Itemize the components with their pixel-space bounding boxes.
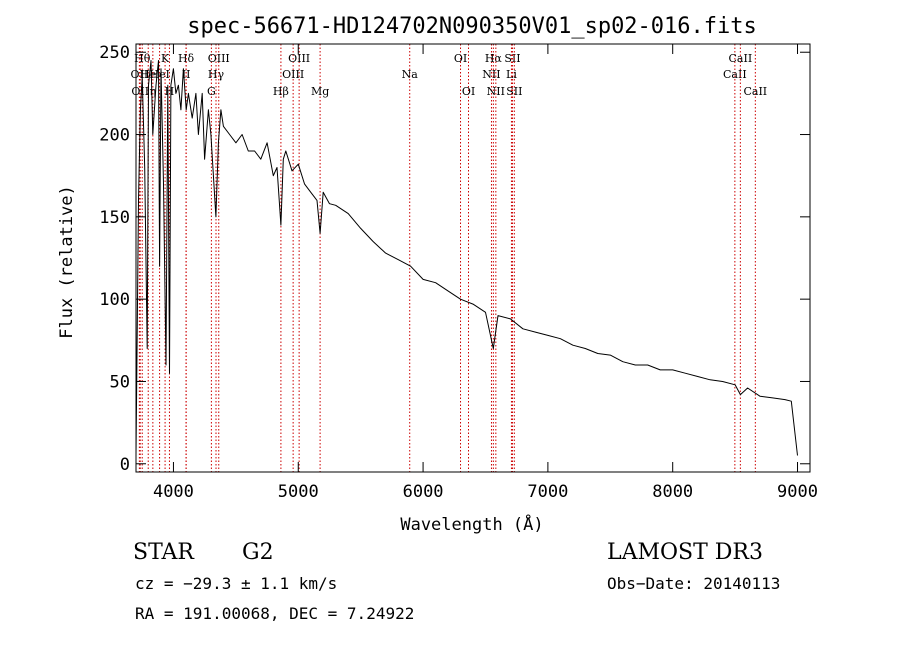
plot-frame (135, 43, 811, 473)
line-marker-label: SII (504, 52, 520, 65)
line-marker-label: II (182, 68, 191, 81)
y-tick-label: 100 (99, 290, 130, 310)
spectrum-layer (135, 60, 798, 456)
redshift-cz: cz = −29.3 ± 1.1 km/s (135, 574, 338, 593)
line-marker-layer: OIIOIIHθHeηHeIKHHδIIGHγOIIIHβOIIIOIIIMgN… (131, 44, 767, 472)
line-marker-label: OII (131, 85, 149, 98)
spectral-subclass: G2 (242, 540, 274, 565)
observation-date: Obs−Date: 20140113 (607, 574, 781, 593)
line-marker-label: NII (482, 68, 500, 81)
line-marker-label: CaII (729, 52, 753, 65)
line-marker-label: SII (506, 85, 522, 98)
line-marker-label: OI (462, 85, 475, 98)
line-marker-label: OIII (282, 68, 304, 81)
x-axis-label: Wavelength (Å) (400, 513, 543, 535)
line-marker-label: Hα (485, 52, 503, 65)
x-tick-label: 9000 (777, 482, 818, 502)
y-tick-label: 150 (99, 208, 130, 228)
line-marker-label: η (150, 85, 157, 98)
spectrum-series (135, 60, 798, 456)
y-tick-label: 50 (110, 372, 130, 392)
line-marker-label: Mg (311, 85, 329, 98)
y-axis-label: Flux (relative) (57, 185, 77, 339)
survey-name: LAMOST DR3 (607, 540, 763, 565)
line-marker-label: OII (131, 68, 149, 81)
line-marker-label: OIII (288, 52, 310, 65)
line-marker-label: CaII (723, 68, 747, 81)
coordinates: RA = 191.00068, DEC = 7.24922 (135, 604, 415, 623)
line-marker-label: OIII (208, 52, 230, 65)
line-marker-label: Hβ (273, 85, 289, 98)
line-marker-label: CaII (743, 85, 767, 98)
y-tick-label: 250 (99, 43, 130, 63)
line-marker-label: NII (487, 85, 505, 98)
y-tick-label: 200 (99, 126, 130, 146)
line-marker-label: Na (402, 68, 419, 81)
x-tick-label: 6000 (403, 482, 444, 502)
line-marker-label: OI (454, 52, 467, 65)
x-tick-label: 4000 (153, 482, 194, 502)
line-marker-label: He (140, 68, 156, 81)
x-tick-label: 7000 (527, 482, 568, 502)
line-marker-label: Hγ (208, 68, 225, 81)
line-marker-label: Li (506, 68, 517, 81)
y-tick-label: 0 (120, 455, 130, 475)
line-marker-label: G (207, 85, 216, 98)
x-tick-label: 5000 (278, 482, 319, 502)
object-class: STAR (133, 540, 194, 565)
line-marker-label: H (165, 85, 175, 98)
line-marker-label: Hθ (134, 52, 151, 65)
line-marker-label: HeI (149, 68, 169, 81)
x-tick-label: 8000 (652, 482, 693, 502)
line-marker-label: K (161, 52, 170, 65)
chart-title: spec-56671-HD124702N090350V01_sp02-016.f… (187, 14, 757, 39)
axis-tick-layer: 4000 5000 6000 7000 8000 9000 0 50 100 150 200 250 (99, 43, 818, 502)
